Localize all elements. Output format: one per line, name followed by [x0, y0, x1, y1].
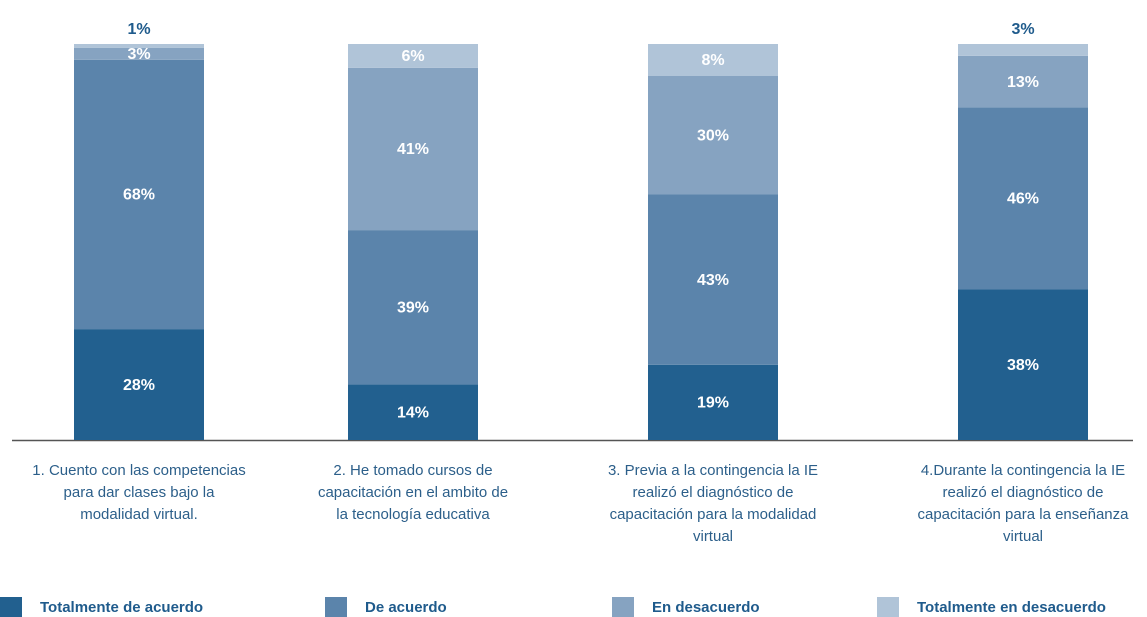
data-label: 8% — [701, 52, 724, 69]
data-label: 3% — [127, 46, 150, 63]
bar-segment — [74, 44, 204, 48]
bar-segment — [74, 59, 204, 330]
data-label: 46% — [1007, 191, 1039, 208]
legend-label: En desacuerdo — [652, 599, 760, 616]
data-label: 38% — [1007, 357, 1039, 374]
legend-swatch — [612, 597, 634, 617]
bar-segment — [958, 55, 1088, 108]
bar-segment — [958, 107, 1088, 290]
data-label: 68% — [123, 187, 155, 204]
bar-segment — [74, 47, 204, 60]
data-label: 13% — [1007, 74, 1039, 91]
legend-label: Totalmente de acuerdo — [40, 599, 203, 616]
data-label: 3% — [1011, 21, 1034, 38]
bar-segment — [348, 44, 478, 68]
data-label: 41% — [397, 141, 429, 158]
data-label: 14% — [397, 404, 429, 421]
legend-swatch — [325, 597, 347, 617]
x-tick-label: 3. Previa a la contingencia la IE realiz… — [607, 462, 819, 545]
x-tick-label: 2. He tomado cursos de capacitación en e… — [317, 462, 509, 523]
bar-segment — [348, 230, 478, 385]
bar-segment — [648, 364, 778, 440]
x-tick-label: 1. Cuento con las competencias para dar … — [32, 462, 246, 523]
data-label: 19% — [697, 395, 729, 412]
data-label: 28% — [123, 377, 155, 394]
bar-segment — [648, 44, 778, 76]
data-label: 30% — [697, 127, 729, 144]
x-tick-label: 4.Durante la contingencia la IE realizó … — [917, 462, 1129, 545]
bar-segment — [648, 194, 778, 365]
data-label: 1% — [127, 21, 150, 38]
bar-segment — [958, 289, 1088, 440]
legend-label: De acuerdo — [365, 599, 447, 616]
bar-segment — [348, 384, 478, 440]
legend-swatch — [0, 597, 22, 617]
legend-swatch — [877, 597, 899, 617]
data-label: 6% — [401, 48, 424, 65]
bar-segment — [648, 75, 778, 195]
bar-segment — [958, 44, 1088, 56]
bar-segment — [348, 67, 478, 231]
bar-segment — [74, 329, 204, 440]
legend-label: Totalmente en desacuerdo — [917, 599, 1106, 616]
data-label: 43% — [697, 272, 729, 289]
data-label: 39% — [397, 300, 429, 317]
